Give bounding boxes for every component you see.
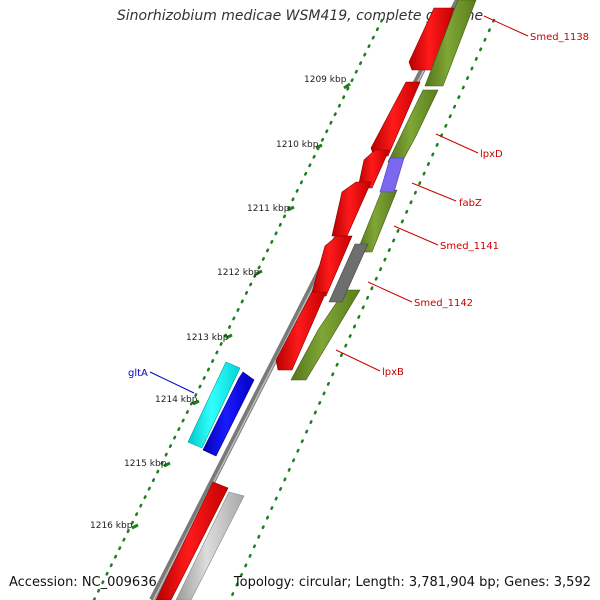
reverse-strand-genes bbox=[290, 0, 477, 381]
kbp-tick-label: 1212 kbp bbox=[217, 268, 260, 278]
kbp-tick-label: 1216 kbp bbox=[90, 521, 133, 531]
gene-feature[interactable] bbox=[331, 181, 372, 237]
gene-labels: Smed_1138 lpxD fabZ Smed_1141 Smed_1142 … bbox=[128, 32, 589, 379]
kbp-tick-label: 1209 kbp bbox=[304, 75, 347, 85]
accession-text: Accession: NC_009636 bbox=[9, 575, 157, 590]
gene-glta[interactable] bbox=[187, 361, 241, 449]
kbp-tick-label: 1214 kbp bbox=[155, 395, 198, 405]
label-leader-line-glta bbox=[149, 371, 195, 394]
gene-label-smed1142[interactable]: Smed_1142 bbox=[414, 298, 473, 309]
gene-fabz[interactable] bbox=[379, 157, 405, 193]
gene-label-lpxd[interactable]: lpxD bbox=[480, 149, 503, 160]
gene-feature[interactable] bbox=[408, 7, 455, 71]
gene-blue-feature[interactable] bbox=[202, 371, 255, 457]
map-title: Sinorhizobium medicae WSM419, complete g… bbox=[116, 8, 484, 24]
gene-feature[interactable] bbox=[290, 289, 361, 381]
gene-label-smed1141[interactable]: Smed_1141 bbox=[440, 241, 499, 252]
gene-label-smed1138[interactable]: Smed_1138 bbox=[530, 32, 589, 43]
gene-feature[interactable] bbox=[155, 481, 229, 600]
tick-ring-outer bbox=[228, 18, 496, 600]
gene-smed1142[interactable] bbox=[328, 243, 369, 303]
gene-feature[interactable] bbox=[424, 0, 477, 87]
tick-ring-inner bbox=[92, 18, 384, 600]
kbp-tick-labels: 1209 kbp 1210 kbp 1211 kbp 1212 kbp 1213… bbox=[90, 75, 347, 531]
kbp-tick-label: 1211 kbp bbox=[247, 204, 290, 214]
kbp-major-ticks bbox=[131, 82, 351, 530]
kbp-tick-label: 1213 kbp bbox=[186, 333, 229, 343]
gene-feature[interactable] bbox=[387, 89, 439, 163]
gene-feature[interactable] bbox=[275, 291, 327, 371]
gene-label-glta[interactable]: gltA bbox=[128, 368, 148, 379]
gene-label-lpxb[interactable]: lpxB bbox=[382, 367, 404, 378]
kbp-tick-label: 1215 kbp bbox=[124, 459, 167, 469]
forward-strand-genes bbox=[155, 7, 455, 600]
gene-pseudo[interactable] bbox=[175, 491, 245, 600]
genome-summary-text: Topology: circular; Length: 3,781,904 bp… bbox=[233, 575, 591, 590]
label-leader-lines bbox=[335, 15, 529, 372]
kbp-tick-label: 1210 kbp bbox=[276, 140, 319, 150]
gene-label-fabz[interactable]: fabZ bbox=[459, 198, 482, 209]
